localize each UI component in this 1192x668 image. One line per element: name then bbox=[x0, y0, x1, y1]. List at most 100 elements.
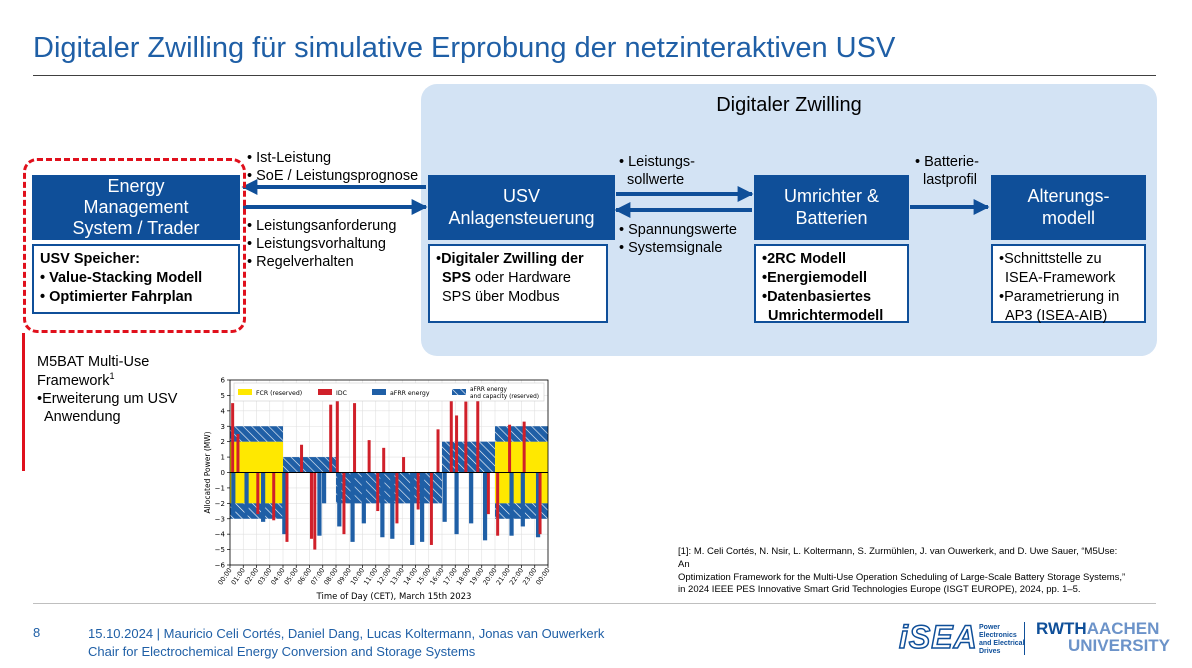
idc-bar bbox=[429, 472, 433, 545]
chart-svg: −6−5−4−3−2−1012345600:0001:0002:0003:000… bbox=[203, 377, 552, 603]
rwth-logo-subtitle: UNIVERSITY bbox=[1068, 636, 1171, 655]
ems-detail-box: USV Speicher: • Value-Stacking Modell • … bbox=[32, 244, 240, 314]
m5bat-text: M5BAT Multi-Use Framework1 •Erweiterung … bbox=[37, 354, 178, 426]
afrr-energy-bar bbox=[317, 472, 322, 536]
idc-bar bbox=[449, 400, 453, 473]
afrr-capacity-block bbox=[495, 426, 548, 442]
afrr-energy-bar bbox=[261, 472, 266, 522]
reference-line: [1]: M. Celi Cortés, N. Nsir, L. Kolterm… bbox=[678, 546, 1118, 557]
chart-ytick-label: 0 bbox=[221, 469, 225, 477]
flow-label: SoE / Leistungsprognose bbox=[256, 168, 419, 185]
alterung-title-line: modell bbox=[1041, 207, 1095, 228]
m5bat-line: Erweiterung um USV bbox=[42, 391, 178, 408]
chart-legend-label: and capacity (reserved) bbox=[470, 394, 539, 400]
page-number: 8 bbox=[33, 625, 41, 640]
idc-bar bbox=[486, 472, 490, 515]
idc-bar bbox=[538, 472, 542, 535]
afrr-energy-bar bbox=[390, 472, 395, 539]
footer-line: 15.10.2024 | Mauricio Celi Cortés, Danie… bbox=[88, 626, 605, 641]
usv-text: SPS über Modbus bbox=[442, 288, 560, 305]
chart-ytick-label: −6 bbox=[215, 562, 226, 570]
chart-ytick-label: 6 bbox=[221, 377, 226, 385]
ems-heading: USV Speicher: bbox=[40, 251, 140, 267]
afrr-energy-bar bbox=[244, 472, 249, 516]
chart-legend-swatch bbox=[452, 389, 466, 395]
m5bat-footnote: 1 bbox=[109, 371, 115, 382]
chart-xlabel: Time of Day (CET), March 15th 2023 bbox=[316, 592, 472, 602]
rwth-logo-text: AACHEN bbox=[1086, 619, 1160, 638]
chart-legend-label: aFRR energy bbox=[390, 390, 430, 397]
alterung-item: Schnittstelle zu bbox=[1004, 251, 1102, 267]
flow-label: Ist-Leistung bbox=[256, 150, 332, 166]
idc-bar bbox=[329, 404, 333, 473]
chart-ytick-label: 3 bbox=[221, 423, 225, 431]
idc-bar bbox=[236, 433, 240, 473]
reference-line: Optimization Framework for the Multi-Use… bbox=[678, 571, 1126, 583]
idc-bar bbox=[436, 429, 440, 473]
afrr-energy-bar bbox=[509, 472, 514, 536]
umrichter-item: Datenbasiertes bbox=[767, 288, 872, 305]
ems-title-line: Management bbox=[83, 196, 189, 217]
usv-bold-text: Digitaler Zwilling der bbox=[441, 251, 584, 267]
idc-bar bbox=[455, 415, 459, 473]
idc-bar bbox=[508, 424, 512, 473]
flow-label-group: • Ist-Leistung • SoE / Leistungsprognose bbox=[247, 150, 419, 185]
idc-bar bbox=[353, 403, 357, 473]
idc-bar bbox=[476, 396, 480, 473]
page-title: Digitaler Zwilling für simulative Erprob… bbox=[33, 32, 896, 64]
flow-label: Batterie- bbox=[924, 154, 979, 170]
ems-dashed-highlight bbox=[23, 158, 246, 333]
usv-bold-text: SPS bbox=[442, 269, 472, 286]
references: [1]: M. Celi Cortés, N. Nsir, L. Kolterm… bbox=[678, 546, 1125, 597]
logo-separator bbox=[1024, 622, 1025, 655]
chart-ytick-label: −2 bbox=[215, 500, 225, 508]
afrr-capacity-block bbox=[230, 426, 283, 442]
umrichter-item: Energiemodell bbox=[767, 269, 867, 286]
idc-bar bbox=[231, 403, 235, 473]
reference-line: An bbox=[678, 558, 690, 570]
idc-bar bbox=[335, 392, 339, 473]
chart-ylabel: Allocated Power (MW) bbox=[203, 431, 212, 513]
isea-sub-line: Power bbox=[979, 624, 1001, 631]
alterung-detail-box: •Schnittstelle zu ISEA-Framework •Parame… bbox=[991, 244, 1146, 324]
afrr-energy-bar bbox=[321, 472, 327, 504]
footer-line: Chair for Electrochemical Energy Convers… bbox=[88, 643, 476, 659]
usv-box: USV Anlagensteuerung bbox=[428, 175, 615, 240]
idc-bar bbox=[382, 447, 386, 473]
alterung-title-line: Alterungs- bbox=[1027, 186, 1110, 207]
idc-bar bbox=[496, 472, 500, 536]
afrr-energy-bar bbox=[361, 472, 366, 524]
chart-xtick-label: 00:00 bbox=[534, 567, 551, 587]
chart-legend-swatch bbox=[238, 389, 252, 395]
afrr-energy-bar bbox=[454, 472, 459, 535]
idc-bar bbox=[313, 472, 317, 550]
chart-ytick-label: 5 bbox=[221, 392, 225, 400]
afrr-energy-bar bbox=[442, 472, 447, 522]
idc-bar bbox=[256, 472, 260, 515]
flow-label-group: • Leistungsanforderung • Leistungsvorhal… bbox=[247, 218, 397, 271]
afrr-energy-bar bbox=[380, 472, 385, 538]
alterung-box: Alterungs- modell bbox=[991, 175, 1146, 240]
chart-legend-swatch bbox=[318, 389, 332, 395]
flow-label-group: • Spannungswerte • Systemsignale bbox=[619, 222, 737, 257]
chart-legend-swatch bbox=[372, 389, 386, 395]
idc-bar bbox=[300, 444, 304, 473]
afrr-energy-bar bbox=[282, 472, 287, 535]
rwth-logo: RWTHAACHEN bbox=[1036, 620, 1159, 637]
flow-label: Regelverhalten bbox=[256, 254, 354, 271]
usv-text: oder Hardware bbox=[471, 269, 571, 286]
afrr-energy-bar bbox=[410, 472, 415, 545]
flow-label: sollwerte bbox=[627, 172, 685, 189]
isea-logo-subtitle: Power Electronics and Electrical Drives bbox=[979, 624, 1025, 656]
afrr-energy-bar bbox=[350, 472, 355, 542]
chart-legend-label: FCR (reserved) bbox=[256, 390, 302, 397]
idc-bar bbox=[376, 472, 380, 512]
chart-ytick-label: −4 bbox=[215, 531, 226, 539]
idc-bar bbox=[309, 472, 313, 539]
afrr-energy-bar bbox=[337, 472, 342, 527]
digital-twin-label: Digitaler Zwilling bbox=[716, 94, 862, 116]
afrr-energy-bar bbox=[482, 472, 488, 541]
afrr-energy-bar bbox=[535, 472, 541, 538]
idc-bar bbox=[464, 401, 468, 473]
